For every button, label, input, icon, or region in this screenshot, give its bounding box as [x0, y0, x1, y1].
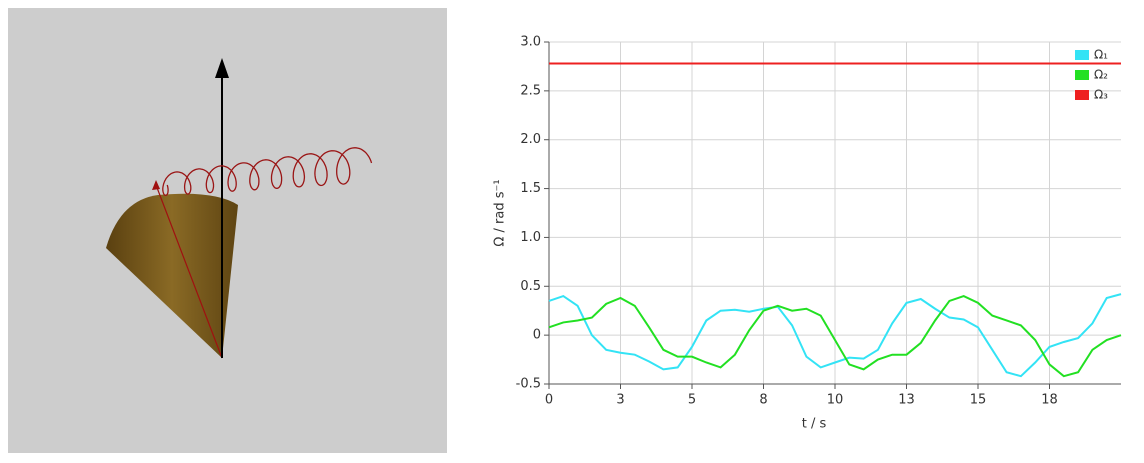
axis-vector	[155, 184, 223, 359]
trajectory	[162, 147, 373, 197]
legend-label: Ω₁	[1094, 48, 1108, 62]
chart: -0.5 0 0.5 1.0 1.5 2.0 2.5 3.0 0 3 5 8 10 13 15 18 Ω₁ Ω₂ Ω…	[516, 35, 1122, 408]
arrowhead	[215, 58, 229, 78]
x-tick-label: 5	[688, 393, 696, 408]
x-tick-label: 15	[970, 393, 987, 408]
x-tick-label: 13	[898, 393, 915, 408]
y-tick-label: -0.5	[516, 377, 541, 392]
x-tick-label: 8	[759, 393, 767, 408]
legend-swatch	[1075, 50, 1089, 60]
chart-panel	[482, 35, 1136, 432]
x-tick-label: 3	[616, 393, 624, 408]
x-tick-label: 10	[827, 393, 844, 408]
y-tick-label: 0.5	[520, 279, 541, 294]
y-tick-label: 1.5	[520, 181, 541, 196]
series-line	[548, 293, 1122, 378]
legend-label: Ω₃	[1094, 88, 1108, 102]
cone	[106, 193, 238, 358]
y-tick-label: 0	[533, 328, 541, 343]
y-tick-label: 3.0	[520, 35, 541, 50]
y-tick-label: 2.5	[520, 83, 541, 98]
y-tick-label: 2.0	[520, 132, 541, 147]
y-tick-label: 1.0	[520, 230, 541, 245]
y-axis-title: Ω / rad s⁻¹	[493, 179, 508, 246]
legend-label: Ω₂	[1094, 68, 1108, 82]
3d-view	[8, 8, 447, 453]
arrowhead	[152, 180, 160, 190]
x-tick-label: 18	[1041, 393, 1058, 408]
legend-swatch	[1075, 90, 1089, 100]
series-line	[548, 294, 1122, 378]
x-axis-title: t / s	[802, 417, 827, 432]
x-tick-label: 0	[545, 393, 553, 408]
legend-swatch	[1075, 70, 1089, 80]
